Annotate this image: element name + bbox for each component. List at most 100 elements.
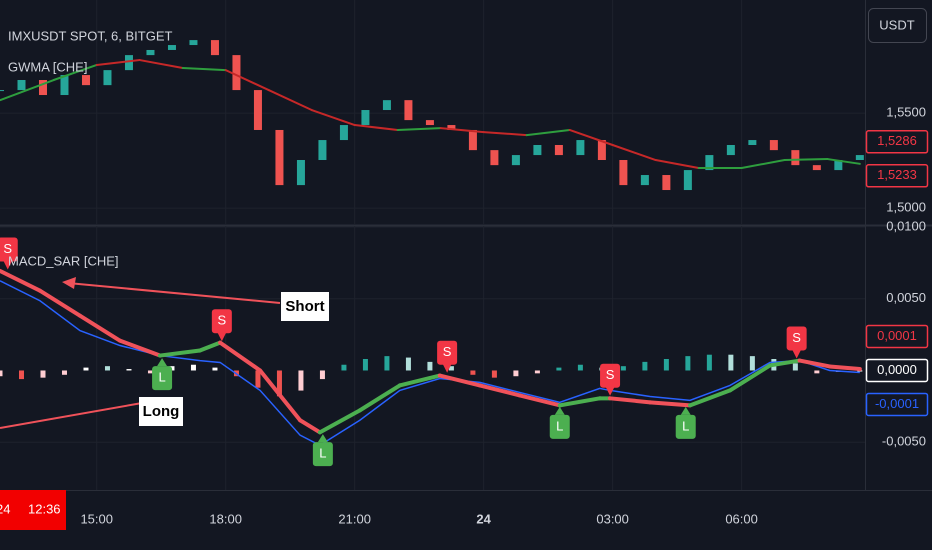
candle: [425, 120, 434, 126]
histogram-bar: [0, 370, 3, 377]
line-segment: [767, 358, 802, 368]
currency-label[interactable]: USDT: [879, 17, 914, 32]
line-segment: [37, 288, 82, 318]
candle: [404, 100, 413, 121]
candle: [232, 55, 241, 91]
overlay: Short Long S L S L S L S L S: [0, 237, 807, 467]
signal-marker: [312, 442, 333, 467]
annotation-box: [139, 397, 183, 426]
line-segment: [827, 364, 862, 372]
histogram-bar: [212, 367, 218, 371]
histogram-bar: [728, 354, 734, 371]
annotation-box: [281, 292, 329, 321]
signal-label: L: [158, 370, 165, 385]
currency-button[interactable]: [868, 8, 927, 43]
signal-marker: [0, 237, 18, 262]
histogram-bar: [814, 370, 820, 374]
candle: [511, 155, 520, 166]
grid: [0, 0, 865, 490]
y-tick-label: 0,0050: [886, 290, 926, 305]
line-segment: [740, 159, 786, 169]
line-segment: [688, 388, 733, 408]
line-segment: [437, 373, 482, 388]
histogram-bar: [556, 367, 562, 371]
signal-marker: [211, 309, 232, 334]
signal-label: S: [3, 241, 12, 256]
annotation-arrow: [0, 402, 143, 429]
histogram-bar: [513, 370, 519, 377]
signal-marker: [549, 414, 570, 439]
line-segment: [654, 159, 700, 169]
x-tick-label: 15:00: [80, 511, 113, 526]
candle: [619, 160, 628, 186]
candle: [167, 45, 176, 50]
histogram-bar: [620, 366, 626, 371]
histogram-bar: [18, 370, 24, 380]
candle: [640, 175, 649, 186]
line-segment: [197, 340, 223, 353]
line-segment: [482, 131, 528, 137]
line-segment: [0, 79, 55, 102]
line-segment: [157, 348, 202, 358]
candle: [748, 140, 757, 145]
candle: [726, 144, 735, 156]
signal-pointer: [554, 406, 565, 415]
candle: [60, 75, 69, 96]
line-segment: [568, 128, 614, 146]
candle: [210, 40, 219, 56]
line-segment: [525, 128, 571, 137]
line-segment: [95, 59, 141, 66]
last-value-tag: [865, 324, 929, 349]
line-segment: [397, 373, 442, 388]
candle: [834, 160, 843, 171]
signal-marker: [786, 326, 807, 351]
line-segment: [0, 268, 42, 293]
crosshair-time: 12:36: [28, 501, 61, 516]
line-segment: [317, 408, 362, 435]
signal-label: S: [792, 330, 801, 345]
signal-label: L: [556, 418, 563, 433]
last-value-label: 1,5286: [877, 133, 917, 148]
signal-pointer: [442, 362, 453, 373]
line-segment: [728, 363, 772, 393]
candle: [124, 55, 133, 71]
candle: [81, 75, 90, 86]
candle: [490, 150, 499, 166]
candle: [361, 110, 370, 126]
line-segment: [77, 313, 122, 343]
last-value-label: 1,5233: [877, 167, 917, 182]
histogram-bar: [427, 361, 433, 371]
line-segment: [648, 400, 693, 408]
line-segment: [797, 358, 832, 369]
line-segment: [557, 396, 602, 408]
candle: [812, 165, 821, 171]
candle: [103, 70, 112, 86]
candle: [253, 90, 262, 130]
signal-marker: [152, 366, 173, 391]
histogram-bar: [276, 370, 282, 397]
indicator-legend: MACD_SAR [CHE]: [8, 253, 119, 268]
crosshair-time-box: [0, 490, 66, 530]
candle: [275, 129, 284, 186]
histogram-bar: [104, 366, 110, 371]
x-tick-label: 21:00: [338, 511, 371, 526]
last-value-tag: [865, 164, 929, 188]
candle: [17, 80, 26, 91]
histogram-bar: [663, 359, 669, 371]
signal-label: S: [606, 367, 615, 382]
signal-pointer: [605, 385, 616, 396]
line-segment: [439, 127, 485, 134]
last-value-label: -0,0001: [875, 396, 919, 411]
signal-pointer: [2, 259, 13, 270]
candle: [189, 40, 198, 46]
histogram-bar: [40, 370, 46, 378]
x-tick-label: 24: [476, 511, 491, 526]
histogram-bar: [749, 356, 755, 371]
candle: [38, 80, 47, 96]
signal-pointer: [680, 406, 691, 415]
candle: [146, 49, 155, 56]
histogram-bar: [792, 363, 798, 371]
signal-marker: [600, 363, 621, 388]
signal-label: L: [682, 418, 689, 433]
